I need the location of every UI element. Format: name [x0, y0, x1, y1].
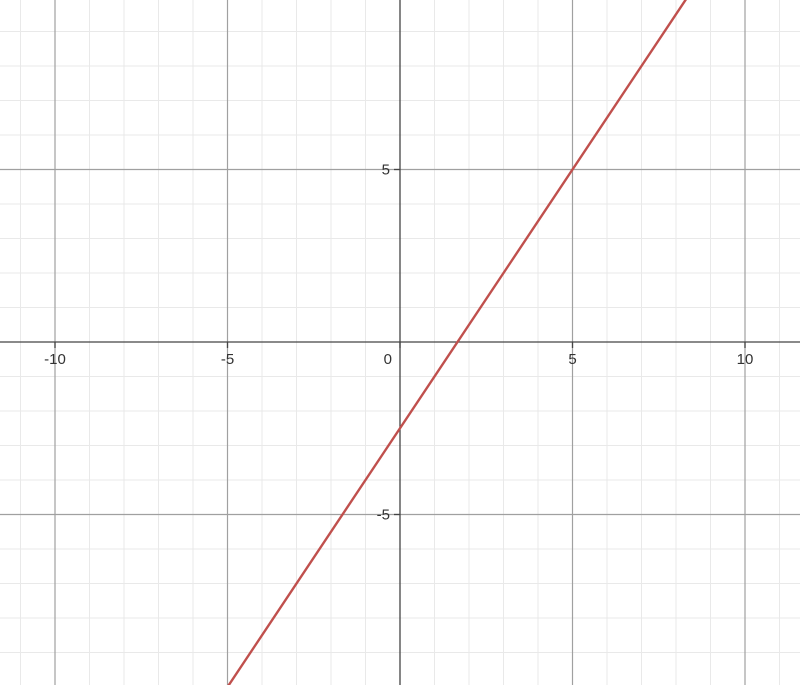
y-tick-label: -5 [377, 507, 390, 524]
chart-canvas: -10 -5 0 5 10 -5 5 [0, 0, 800, 685]
x-tick-label: -10 [44, 351, 66, 368]
x-tick-label: -5 [221, 351, 234, 368]
xy-chart: -10 -5 0 5 10 -5 5 [0, 0, 800, 685]
x-tick-label: 10 [737, 351, 754, 368]
x-tick-label: 5 [568, 351, 576, 368]
y-tick-label: 5 [382, 162, 390, 179]
x-tick-label: 0 [384, 351, 392, 368]
